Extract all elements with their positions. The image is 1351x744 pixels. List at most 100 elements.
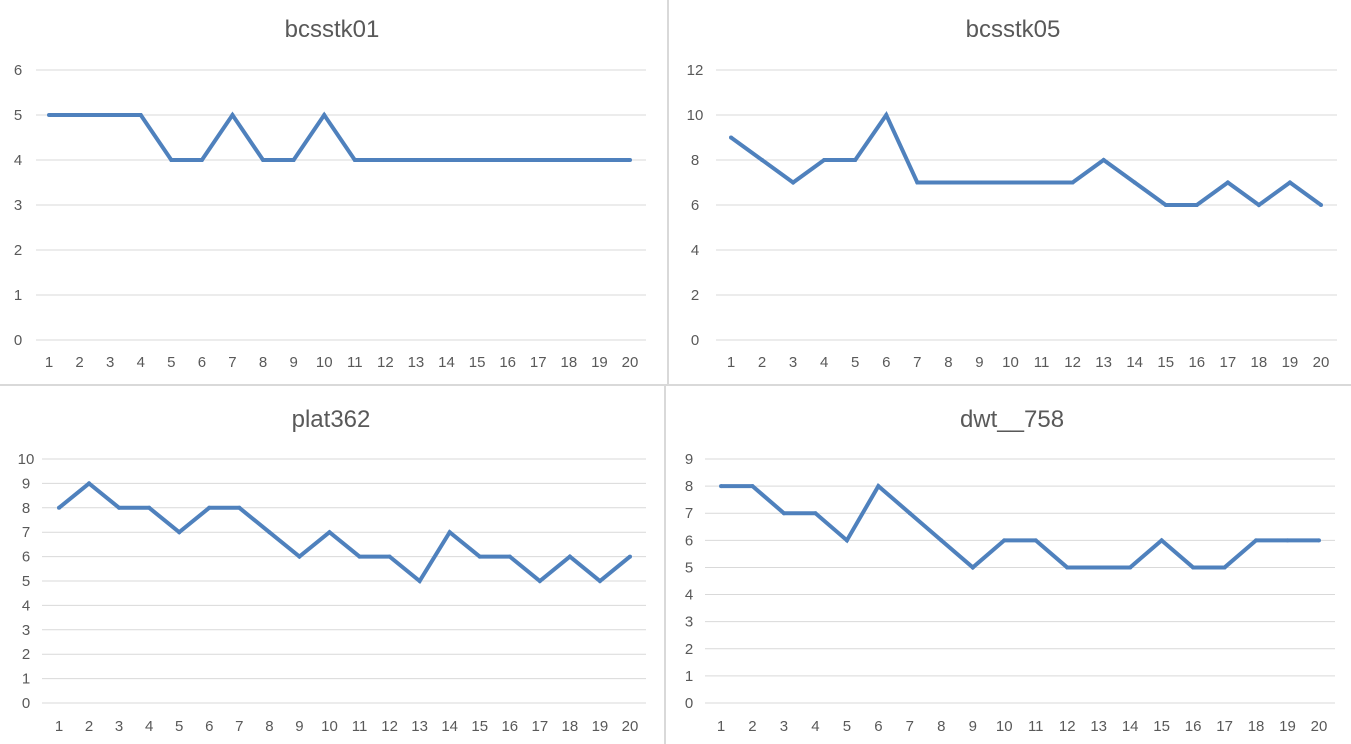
data-point bbox=[417, 579, 422, 583]
data-point bbox=[1065, 565, 1070, 570]
data-point bbox=[387, 554, 392, 559]
chart-title: bcsstk01 bbox=[285, 16, 380, 43]
data-point bbox=[567, 554, 572, 559]
data-point bbox=[77, 113, 82, 117]
y-tick-label: 2 bbox=[691, 287, 699, 304]
x-tick-label: 15 bbox=[469, 354, 486, 371]
data-point bbox=[537, 579, 542, 583]
x-tick-label: 8 bbox=[944, 354, 952, 371]
y-tick-label: 2 bbox=[685, 641, 693, 658]
x-tick-label: 18 bbox=[560, 354, 577, 371]
data-point bbox=[230, 113, 235, 117]
data-point bbox=[291, 158, 296, 162]
vertical-divider-bottom bbox=[664, 385, 666, 744]
x-tick-label: 13 bbox=[1090, 718, 1107, 735]
y-tick-label: 8 bbox=[691, 152, 699, 169]
x-tick-label: 2 bbox=[748, 718, 756, 735]
data-point bbox=[1002, 538, 1007, 543]
x-tick-label: 9 bbox=[289, 354, 297, 371]
x-tick-label: 19 bbox=[1279, 718, 1296, 735]
data-point bbox=[475, 158, 480, 162]
data-point bbox=[1039, 180, 1044, 185]
x-tick-label: 7 bbox=[235, 718, 243, 735]
x-tick-label: 5 bbox=[175, 718, 183, 735]
x-tick-label: 16 bbox=[1185, 718, 1202, 735]
y-tick-label: 4 bbox=[14, 152, 22, 169]
x-tick-label: 19 bbox=[592, 718, 609, 735]
x-tick-label: 10 bbox=[321, 718, 338, 735]
x-tick-label: 1 bbox=[55, 718, 63, 735]
data-point bbox=[1008, 180, 1013, 185]
x-tick-label: 13 bbox=[1095, 354, 1112, 371]
x-tick-label: 5 bbox=[843, 718, 851, 735]
y-tick-label: 6 bbox=[691, 197, 699, 214]
x-tick-label: 17 bbox=[531, 718, 548, 735]
x-tick-label: 18 bbox=[562, 718, 579, 735]
x-tick-label: 7 bbox=[913, 354, 921, 371]
x-tick-label: 4 bbox=[811, 718, 819, 735]
x-tick-label: 1 bbox=[727, 354, 735, 371]
chart-title: plat362 bbox=[292, 406, 371, 433]
data-point bbox=[628, 158, 632, 162]
y-tick-label: 12 bbox=[687, 62, 704, 79]
data-point bbox=[447, 530, 452, 535]
data-point bbox=[1319, 203, 1323, 207]
vertical-divider-top bbox=[667, 0, 669, 385]
y-tick-label: 10 bbox=[687, 107, 704, 124]
y-tick-label: 6 bbox=[22, 549, 30, 566]
x-tick-label: 12 bbox=[1064, 354, 1081, 371]
y-tick-label: 4 bbox=[685, 587, 693, 604]
x-tick-label: 6 bbox=[882, 354, 890, 371]
x-tick-label: 16 bbox=[1188, 354, 1205, 371]
y-tick-label: 1 bbox=[685, 668, 693, 685]
data-point bbox=[322, 113, 327, 117]
data-point bbox=[1285, 538, 1290, 543]
x-tick-label: 13 bbox=[411, 718, 428, 735]
data-point bbox=[352, 158, 357, 162]
data-point bbox=[383, 158, 388, 162]
y-tick-label: 5 bbox=[22, 573, 30, 590]
y-tick-label: 10 bbox=[18, 451, 35, 468]
data-point bbox=[413, 158, 418, 162]
x-tick-label: 8 bbox=[259, 354, 267, 371]
x-tick-label: 1 bbox=[45, 354, 53, 371]
x-tick-label: 8 bbox=[937, 718, 945, 735]
data-point bbox=[1256, 203, 1261, 207]
x-tick-label: 16 bbox=[499, 354, 516, 371]
data-point bbox=[477, 554, 482, 559]
data-point bbox=[47, 113, 51, 117]
x-tick-label: 15 bbox=[1153, 718, 1170, 735]
data-point bbox=[915, 180, 920, 185]
y-tick-label: 7 bbox=[685, 505, 693, 522]
data-point bbox=[907, 511, 912, 516]
data-point bbox=[1287, 180, 1292, 185]
x-tick-label: 2 bbox=[758, 354, 766, 371]
data-point bbox=[1191, 565, 1196, 570]
data-point bbox=[138, 113, 143, 117]
series-line bbox=[729, 110, 1323, 208]
data-point bbox=[946, 180, 951, 185]
x-tick-label: 14 bbox=[1126, 354, 1143, 371]
y-tick-label: 3 bbox=[14, 197, 22, 214]
data-point bbox=[597, 579, 602, 583]
x-tick-label: 5 bbox=[851, 354, 859, 371]
data-point bbox=[267, 530, 272, 535]
data-point bbox=[444, 158, 449, 162]
data-point bbox=[853, 158, 858, 162]
data-point bbox=[177, 530, 182, 535]
x-tick-label: 19 bbox=[591, 354, 608, 371]
y-tick-label: 1 bbox=[14, 287, 22, 304]
y-tick-label: 6 bbox=[14, 62, 22, 79]
y-tick-label: 2 bbox=[22, 646, 30, 663]
x-tick-label: 7 bbox=[906, 718, 914, 735]
data-point bbox=[597, 158, 602, 162]
data-point bbox=[1254, 538, 1259, 543]
x-tick-label: 2 bbox=[85, 718, 93, 735]
series-line bbox=[57, 480, 632, 584]
data-point bbox=[536, 158, 541, 162]
data-point bbox=[1132, 180, 1137, 185]
x-tick-label: 20 bbox=[622, 718, 639, 735]
